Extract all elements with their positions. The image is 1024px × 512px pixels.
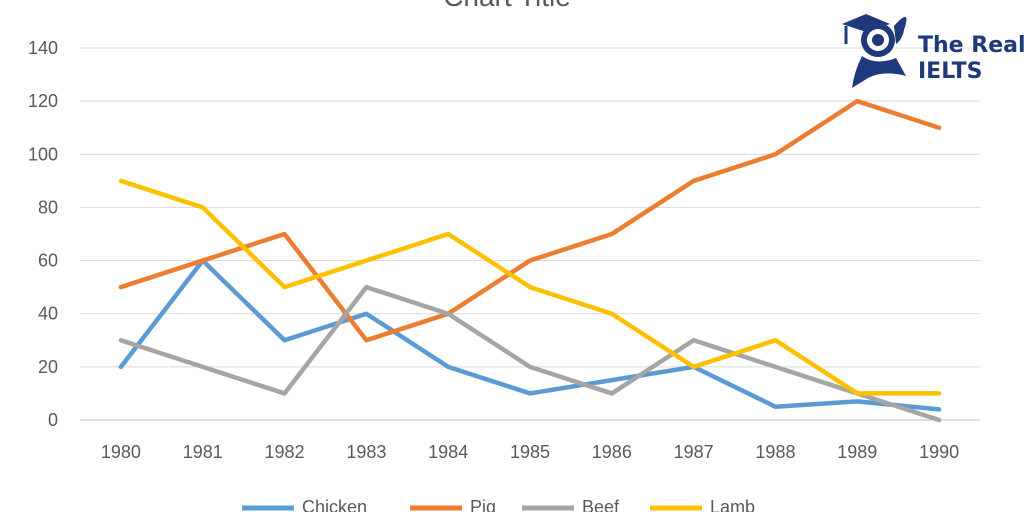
logo-line1: The Real — [918, 33, 1024, 58]
chart-title: Chart Title — [443, 0, 571, 12]
data-point-pig — [528, 258, 532, 263]
y-tick-label: 0 — [48, 410, 58, 430]
y-tick-label: 40 — [38, 304, 58, 324]
x-tick-label: 1985 — [510, 442, 550, 462]
data-point-beef — [937, 418, 942, 422]
brand-logo: The Real IELTS — [842, 14, 1024, 88]
data-point-lamb — [200, 205, 205, 210]
data-point-beef — [528, 364, 532, 369]
data-point-pig — [937, 125, 942, 130]
data-point-lamb — [282, 285, 287, 290]
x-axis-ticks: 1980 1981 1982 1983 1984 1985 1986 1987 1988 1989… — [101, 442, 959, 462]
series-line-pig — [118, 98, 942, 343]
data-point-chicken — [855, 399, 860, 404]
y-tick-label: 60 — [38, 251, 58, 271]
data-point-pig — [855, 99, 860, 104]
data-point-lamb — [609, 311, 614, 316]
series-line-beef — [118, 284, 942, 423]
data-point-beef — [200, 364, 205, 369]
data-point-chicken — [609, 378, 614, 383]
data-point-beef — [364, 285, 369, 290]
y-tick-label: 20 — [38, 357, 58, 377]
legend-label-beef: Beef — [582, 497, 620, 512]
y-tick-label: 140 — [28, 38, 58, 58]
y-axis-ticks: 0 20 40 60 80 100 120 140 — [28, 38, 58, 430]
data-point-lamb — [691, 364, 696, 369]
data-point-chicken — [446, 364, 451, 369]
data-point-pig — [609, 232, 614, 236]
x-tick-label: 1983 — [346, 442, 386, 462]
data-point-chicken — [364, 311, 369, 316]
data-point-lamb — [773, 338, 778, 343]
y-tick-label: 120 — [28, 91, 58, 111]
data-point-pig — [118, 285, 123, 290]
data-point-lamb — [855, 391, 860, 396]
legend-label-pig: Pig — [470, 497, 496, 512]
graduate-icon — [842, 14, 907, 88]
data-point-lamb — [937, 391, 942, 396]
x-tick-label: 1990 — [919, 442, 959, 462]
legend-label-chicken: Chicken — [302, 497, 367, 512]
data-point-beef — [118, 338, 123, 343]
data-point-chicken — [937, 407, 942, 412]
x-tick-label: 1984 — [428, 442, 468, 462]
gridlines — [80, 47, 980, 421]
data-point-pig — [691, 178, 696, 183]
legend-label-lamb: Lamb — [710, 497, 755, 512]
x-tick-label: 1980 — [101, 442, 141, 462]
data-point-beef — [609, 391, 614, 396]
x-tick-label: 1988 — [755, 442, 795, 462]
x-tick-label: 1989 — [837, 442, 877, 462]
y-tick-label: 80 — [38, 197, 58, 217]
legend: Chicken Pig Beef Lamb — [242, 497, 755, 512]
logo-line2: IELTS — [918, 59, 982, 84]
series-line-chicken — [118, 258, 942, 412]
data-point-pig — [282, 232, 287, 236]
data-point-pig — [364, 338, 369, 343]
data-point-beef — [773, 364, 778, 369]
data-point-chicken — [118, 364, 123, 369]
data-point-lamb — [118, 178, 123, 183]
data-point-beef — [446, 311, 451, 316]
series-lines — [118, 98, 942, 423]
data-point-lamb — [364, 258, 369, 263]
y-tick-label: 100 — [28, 144, 58, 164]
data-point-beef — [691, 338, 696, 343]
data-point-lamb — [446, 232, 451, 236]
x-tick-label: 1987 — [674, 442, 714, 462]
data-point-pig — [773, 152, 778, 157]
x-tick-label: 1981 — [183, 442, 223, 462]
data-point-chicken — [282, 338, 287, 343]
data-point-beef — [282, 391, 287, 396]
data-point-chicken — [773, 404, 778, 409]
data-point-chicken — [528, 391, 532, 396]
x-tick-label: 1986 — [592, 442, 632, 462]
x-tick-label: 1982 — [265, 442, 305, 462]
data-point-pig — [200, 258, 205, 263]
data-point-lamb — [528, 285, 532, 290]
